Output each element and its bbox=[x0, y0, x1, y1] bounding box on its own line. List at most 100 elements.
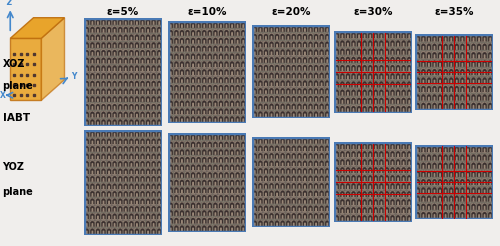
Polygon shape bbox=[258, 57, 262, 62]
Bar bbox=[421, 162, 426, 169]
Polygon shape bbox=[357, 32, 361, 38]
Bar bbox=[90, 175, 95, 182]
Bar bbox=[151, 26, 156, 33]
Bar bbox=[134, 72, 140, 79]
Polygon shape bbox=[385, 65, 389, 71]
Polygon shape bbox=[107, 169, 111, 174]
Polygon shape bbox=[107, 50, 111, 55]
Polygon shape bbox=[180, 77, 184, 83]
Polygon shape bbox=[396, 191, 400, 197]
Bar bbox=[292, 41, 296, 48]
Bar bbox=[438, 43, 442, 50]
Bar bbox=[438, 85, 442, 93]
Polygon shape bbox=[152, 35, 156, 40]
Polygon shape bbox=[112, 146, 116, 151]
Polygon shape bbox=[432, 35, 436, 41]
Bar bbox=[202, 164, 206, 171]
Bar bbox=[426, 211, 432, 219]
Polygon shape bbox=[90, 169, 94, 174]
Polygon shape bbox=[422, 69, 426, 75]
Bar bbox=[280, 175, 285, 182]
Bar bbox=[146, 88, 150, 95]
Polygon shape bbox=[380, 175, 384, 181]
Polygon shape bbox=[264, 26, 268, 31]
Polygon shape bbox=[320, 161, 324, 166]
Bar bbox=[374, 64, 378, 72]
Polygon shape bbox=[385, 81, 389, 87]
Bar bbox=[168, 225, 173, 232]
Bar bbox=[302, 64, 308, 71]
Bar bbox=[146, 18, 150, 25]
Bar bbox=[334, 48, 340, 55]
Bar bbox=[334, 158, 340, 166]
Bar bbox=[146, 42, 150, 48]
Polygon shape bbox=[275, 80, 279, 86]
Polygon shape bbox=[258, 49, 262, 55]
Bar bbox=[374, 150, 378, 158]
Bar bbox=[368, 199, 372, 206]
Bar bbox=[230, 187, 234, 194]
Polygon shape bbox=[286, 176, 290, 181]
Polygon shape bbox=[85, 42, 88, 48]
Bar bbox=[432, 195, 437, 202]
Polygon shape bbox=[298, 104, 302, 109]
Polygon shape bbox=[196, 22, 200, 28]
Bar bbox=[230, 37, 234, 44]
Bar bbox=[156, 72, 162, 79]
Bar bbox=[208, 68, 212, 76]
Bar bbox=[106, 88, 112, 95]
Polygon shape bbox=[298, 153, 302, 158]
Bar bbox=[274, 205, 280, 212]
Polygon shape bbox=[352, 81, 356, 87]
Polygon shape bbox=[135, 199, 139, 204]
Bar bbox=[190, 171, 196, 178]
Polygon shape bbox=[264, 111, 268, 117]
Bar bbox=[168, 100, 173, 107]
Polygon shape bbox=[102, 199, 105, 204]
Bar bbox=[471, 154, 476, 161]
Bar bbox=[185, 171, 190, 178]
Bar bbox=[156, 65, 162, 72]
Polygon shape bbox=[444, 179, 448, 185]
Bar bbox=[351, 72, 356, 80]
Polygon shape bbox=[186, 226, 190, 231]
Polygon shape bbox=[135, 96, 139, 102]
Polygon shape bbox=[219, 210, 223, 216]
Polygon shape bbox=[96, 206, 100, 211]
Bar bbox=[362, 97, 367, 104]
Polygon shape bbox=[214, 218, 218, 223]
Polygon shape bbox=[455, 187, 458, 193]
Bar bbox=[240, 76, 246, 83]
Bar bbox=[340, 64, 345, 72]
Bar bbox=[180, 164, 184, 171]
Bar bbox=[269, 72, 274, 79]
Bar bbox=[106, 213, 112, 220]
Polygon shape bbox=[112, 19, 116, 25]
Polygon shape bbox=[158, 199, 161, 204]
Polygon shape bbox=[408, 207, 411, 213]
Bar bbox=[368, 89, 372, 96]
Bar bbox=[168, 84, 173, 91]
Polygon shape bbox=[396, 207, 400, 213]
Polygon shape bbox=[236, 116, 240, 122]
Polygon shape bbox=[292, 42, 296, 47]
Polygon shape bbox=[346, 167, 350, 173]
Polygon shape bbox=[320, 213, 324, 218]
Bar bbox=[476, 203, 482, 210]
Polygon shape bbox=[174, 180, 178, 185]
Polygon shape bbox=[335, 159, 338, 165]
Bar bbox=[340, 174, 345, 182]
Polygon shape bbox=[408, 143, 411, 149]
Bar bbox=[466, 195, 470, 202]
Polygon shape bbox=[314, 213, 318, 218]
Bar bbox=[101, 111, 106, 118]
Bar bbox=[124, 130, 128, 137]
Polygon shape bbox=[214, 46, 218, 51]
Bar bbox=[351, 190, 356, 198]
Bar bbox=[401, 174, 406, 182]
Polygon shape bbox=[357, 49, 361, 54]
Bar bbox=[202, 116, 206, 123]
Bar bbox=[374, 199, 378, 206]
Bar bbox=[476, 43, 482, 50]
Polygon shape bbox=[208, 77, 212, 83]
